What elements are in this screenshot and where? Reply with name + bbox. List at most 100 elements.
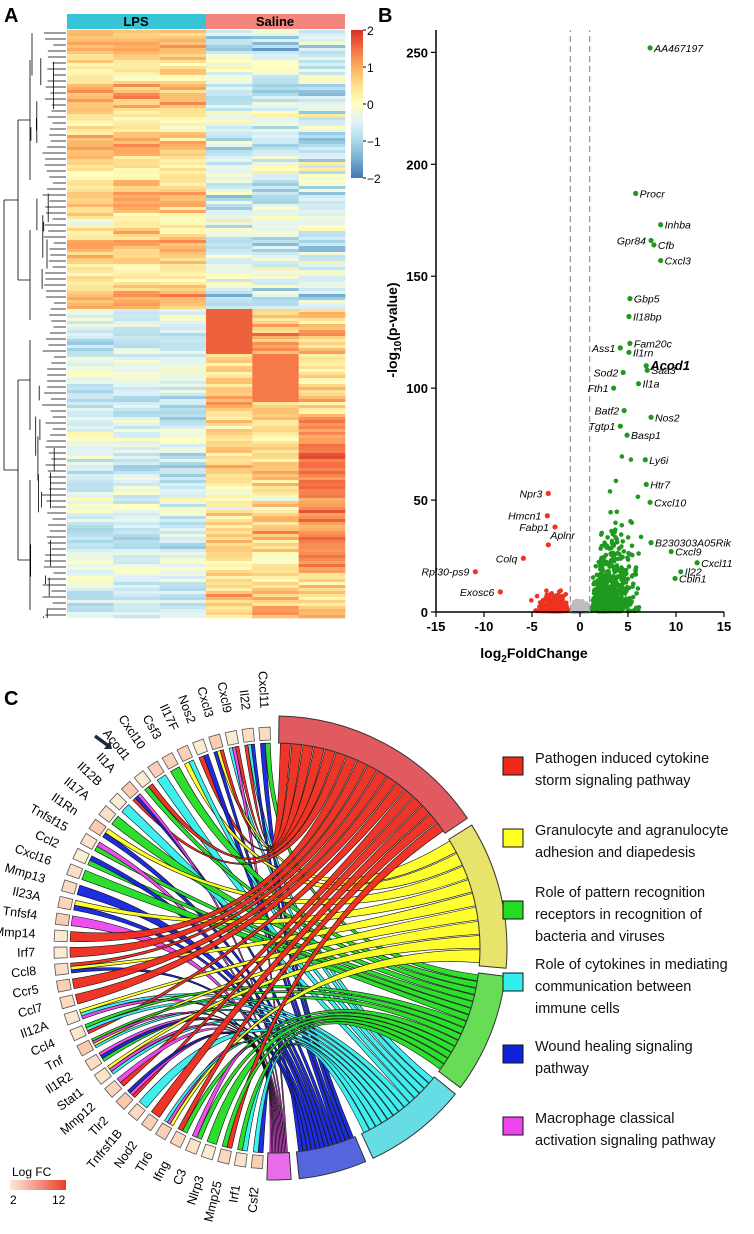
heatmap-cell <box>67 555 114 559</box>
heatmap-cell <box>298 597 346 601</box>
point-label: Aplnr <box>549 530 575 542</box>
heatmap-cell <box>159 363 207 367</box>
heatmap-cell <box>206 111 253 115</box>
point-label: Cbln1 <box>679 573 706 585</box>
heatmap-cell <box>113 609 160 613</box>
heatmap-cell <box>206 576 253 580</box>
heatmap-cell <box>67 294 114 298</box>
heatmap-cell <box>206 87 253 91</box>
heatmap-cell <box>252 288 299 292</box>
heatmap-cell <box>159 519 207 523</box>
heatmap-cell <box>113 459 160 463</box>
labeled-point-up <box>635 381 642 387</box>
heatmap-cell <box>206 432 253 436</box>
heatmap-cell <box>159 243 207 247</box>
heatmap-cell <box>67 264 114 268</box>
heatmap-cell <box>206 228 253 232</box>
heatmap-cell <box>252 399 299 403</box>
heatmap-cell <box>159 312 207 316</box>
gene-sector-box <box>63 1009 81 1026</box>
heatmap-cell <box>206 153 253 157</box>
point-up <box>598 578 603 583</box>
heatmap-cell <box>67 96 114 100</box>
heatmap-cell <box>298 345 346 349</box>
heatmap-cell <box>113 270 160 274</box>
heatmap-cell <box>252 135 299 139</box>
heatmap-cell <box>252 207 299 211</box>
heatmap-cell <box>252 186 299 190</box>
heatmap-cell <box>206 183 253 187</box>
x-tick-label: -10 <box>475 619 494 634</box>
heatmap-cell <box>159 90 207 94</box>
heatmap-cell <box>252 381 299 385</box>
heatmap-cell <box>67 135 114 139</box>
heatmap-cell <box>113 381 160 385</box>
heatmap-cell <box>206 120 253 124</box>
gene-sector-box <box>140 1113 159 1132</box>
heatmap-cell <box>113 612 160 616</box>
heatmap-cell <box>298 543 346 547</box>
heatmap-cell <box>206 135 253 139</box>
point-up <box>607 586 612 592</box>
pathway-arc <box>278 715 469 835</box>
heatmap-cell <box>67 213 114 217</box>
heatmap-cell <box>113 240 160 244</box>
heatmap-cell <box>159 48 207 52</box>
heatmap-cell <box>298 459 346 463</box>
gene-sector-box <box>109 792 128 811</box>
point-up <box>609 538 615 544</box>
heatmap-cell <box>159 585 207 589</box>
heatmap-cell <box>159 66 207 70</box>
heatmap-cell <box>206 315 253 319</box>
heatmap-cell <box>252 459 299 463</box>
heatmap-cell <box>113 354 160 358</box>
point-up <box>626 585 632 591</box>
heatmap-cell <box>298 528 346 532</box>
heatmap-cell <box>113 144 160 148</box>
heatmap-cell <box>298 153 346 157</box>
gene-label: Cxcl3 <box>194 685 216 719</box>
heatmap-cell <box>252 516 299 520</box>
heatmap-cell <box>113 333 160 337</box>
heatmap-cell <box>113 114 160 118</box>
heatmap-cell <box>206 216 253 220</box>
x-tick-label: 10 <box>669 619 683 634</box>
heatmap-cell <box>252 360 299 364</box>
heatmap-cell <box>159 570 207 574</box>
heatmap-cell <box>206 549 253 553</box>
heatmap-cell <box>113 399 160 403</box>
heatmap-cell <box>206 276 253 280</box>
heatmap-cell <box>67 48 114 52</box>
heatmap-cell <box>252 546 299 550</box>
logfc-legend-min: 2 <box>10 1193 17 1207</box>
heatmap-cell <box>206 114 253 118</box>
heatmap-cell <box>67 354 114 358</box>
heatmap-cell <box>113 297 160 301</box>
point-up <box>610 585 616 590</box>
heatmap-cell <box>298 282 346 286</box>
heatmap-cell <box>113 474 160 478</box>
heatmap-cell <box>206 225 253 229</box>
heatmap-cell <box>298 579 346 583</box>
heatmap-cell <box>252 201 299 205</box>
point-label: AA467197 <box>653 43 704 55</box>
heatmap-cell <box>206 219 253 223</box>
heatmap-cell <box>113 330 160 334</box>
heatmap-cell <box>206 129 253 133</box>
heatmap-cell <box>206 66 253 70</box>
heatmap-cell <box>113 192 160 196</box>
heatmap-cell <box>67 180 114 184</box>
point-up <box>619 577 624 583</box>
heatmap-cell <box>298 270 346 274</box>
heatmap-cell <box>252 594 299 598</box>
heatmap-cell <box>159 264 207 268</box>
panel-label-c: C <box>4 688 18 710</box>
heatmap-cell <box>159 471 207 475</box>
heatmap-cell <box>252 150 299 154</box>
heatmap-cell <box>206 540 253 544</box>
heatmap-cell <box>67 363 114 367</box>
heatmap-cell <box>252 60 299 64</box>
pathway-arc <box>266 1151 292 1181</box>
point-down <box>549 591 555 596</box>
labeled-point-down <box>544 513 550 519</box>
